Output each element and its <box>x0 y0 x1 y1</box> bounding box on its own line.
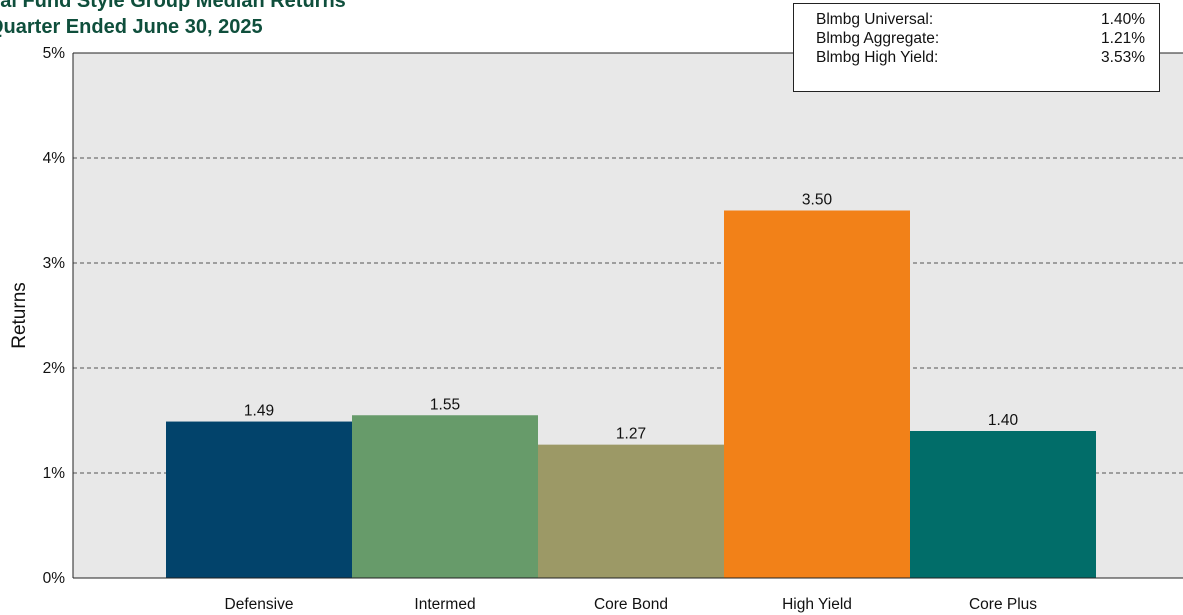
benchmark-legend: Blmbg Universal: 1.40% Blmbg Aggregate: … <box>793 3 1160 92</box>
data-label: 1.27 <box>616 426 646 443</box>
bar <box>724 210 910 578</box>
benchmark-value: 3.53% <box>1101 49 1145 66</box>
x-tick-label: Defensive <box>225 596 294 613</box>
bar <box>910 431 1096 578</box>
data-label: 1.55 <box>430 396 460 413</box>
x-tick-label: Intermed <box>414 596 475 613</box>
y-tick-label: 0% <box>43 570 66 587</box>
benchmark-name: Blmbg Aggregate: <box>816 30 940 47</box>
chart-title: ual Fund Style Group Median Returns <box>0 0 346 12</box>
chart-subtitle: Quarter Ended June 30, 2025 <box>0 16 263 38</box>
benchmark-value: 1.21% <box>1101 30 1145 47</box>
benchmark-value: 1.40% <box>1101 11 1145 28</box>
x-tick-label: High Yield <box>782 596 852 613</box>
data-label: 1.40 <box>988 412 1019 429</box>
y-tick-label: 4% <box>43 150 66 167</box>
bar <box>538 444 724 578</box>
x-tick-label: Core Plus <box>969 596 1037 613</box>
y-tick-label: 5% <box>43 45 66 62</box>
x-tick-label: Core Bond <box>594 596 668 613</box>
data-label: 3.50 <box>802 192 833 209</box>
bar <box>352 415 538 578</box>
y-tick-label: 2% <box>43 360 66 377</box>
benchmark-row-aggregate: Blmbg Aggregate: 1.21% <box>816 29 1145 48</box>
y-axis-label: Returns <box>9 282 30 349</box>
data-label: 1.49 <box>244 403 274 420</box>
benchmark-name: Blmbg High Yield: <box>816 49 939 66</box>
y-tick-label: 3% <box>43 255 66 272</box>
benchmark-row-high-yield: Blmbg High Yield: 3.53% <box>816 48 1145 67</box>
bar <box>166 421 352 578</box>
benchmark-row-universal: Blmbg Universal: 1.40% <box>816 10 1145 29</box>
benchmark-name: Blmbg Universal: <box>816 11 934 28</box>
y-tick-label: 1% <box>43 465 66 482</box>
